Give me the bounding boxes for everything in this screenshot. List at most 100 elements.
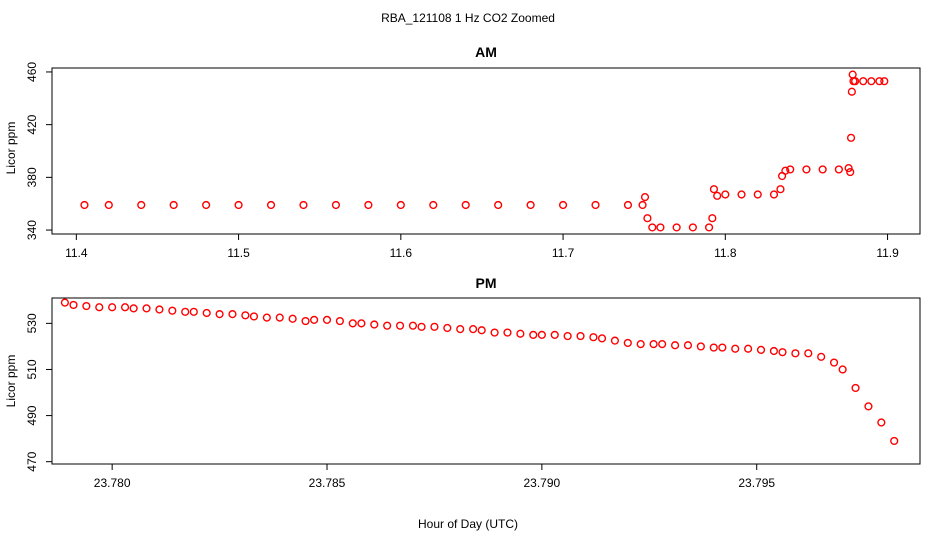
am-data-point: [834, 165, 843, 174]
pm-data-point: [769, 346, 779, 356]
pm-data-point: [417, 322, 426, 331]
pm-data-point: [301, 316, 310, 326]
pm-x-tick-label: 23.785: [309, 476, 346, 490]
pm-data-point: [430, 322, 439, 331]
pm-plot-frame: [51, 297, 921, 465]
am-x-tick-label: 11.9: [876, 246, 899, 260]
am-data-point: [526, 200, 535, 210]
am-data-point: [494, 200, 503, 210]
figure-title: RBA_121108 1 Hz CO2 Zoomed: [381, 11, 555, 25]
pm-data-point: [202, 308, 211, 318]
pm-data-point: [95, 303, 104, 312]
am-panel-title: AM: [475, 44, 497, 60]
am-y-tick-label: 460: [25, 62, 39, 82]
am-data-point: [266, 200, 276, 210]
pm-panel: PM Licor ppm 23.780 23.785 23.790 23.795 47…: [4, 275, 921, 490]
pm-data-point: [181, 307, 190, 316]
am-data-point: [643, 214, 652, 223]
pm-data-point: [408, 321, 418, 330]
pm-data-point: [804, 349, 813, 358]
pm-y-tick-label: 510: [25, 359, 39, 379]
pm-data-point: [516, 329, 525, 338]
pm-data-point: [877, 418, 886, 427]
am-x-tick-label: 11.7: [552, 246, 575, 260]
pm-data-points: [60, 298, 899, 446]
pm-data-point: [649, 340, 658, 349]
am-data-point: [848, 70, 857, 79]
am-y-tick-label: 340: [25, 220, 39, 240]
pm-data-point: [395, 321, 405, 330]
pm-data-point: [322, 315, 332, 325]
pm-data-point: [477, 326, 486, 335]
pm-x-tick-label: 23.795: [738, 476, 775, 490]
am-data-point: [672, 223, 681, 232]
am-data-point: [104, 200, 113, 210]
pm-data-point: [129, 304, 138, 313]
am-data-point: [656, 223, 665, 232]
am-y-axis: 340 380 420 460: [25, 62, 52, 240]
pm-data-point: [744, 344, 753, 353]
pm-data-point: [610, 336, 620, 345]
am-data-point: [753, 190, 762, 199]
pm-data-point: [82, 301, 91, 311]
am-data-point: [364, 200, 373, 210]
pm-x-tick-label: 23.790: [524, 476, 561, 490]
pm-y-tick-label: 470: [25, 451, 39, 471]
pm-data-point: [890, 436, 899, 446]
pm-data-point: [864, 402, 873, 411]
am-data-point: [786, 165, 795, 174]
pm-y-axis: 470 490 510 530: [25, 313, 52, 472]
am-data-point: [591, 200, 600, 210]
am-data-point: [137, 200, 146, 210]
am-data-point: [880, 77, 889, 86]
pm-data-point: [529, 330, 538, 339]
pm-data-point: [348, 319, 357, 328]
am-data-point: [709, 185, 719, 194]
pm-x-axis: 23.780 23.785 23.790 23.795: [94, 464, 775, 490]
am-data-point: [844, 164, 853, 173]
am-data-point: [169, 200, 178, 210]
pm-y-tick-label: 530: [25, 313, 39, 333]
pm-data-point: [851, 383, 860, 393]
pm-data-point: [108, 303, 117, 312]
pm-data-point: [469, 325, 478, 334]
am-data-point: [461, 200, 470, 210]
pm-data-point: [168, 306, 177, 315]
pm-data-point: [241, 311, 250, 320]
pm-data-point: [275, 313, 284, 322]
am-data-point: [737, 190, 746, 199]
am-data-point: [859, 77, 868, 86]
pm-data-point: [288, 314, 297, 323]
pm-data-point: [623, 338, 632, 348]
am-data-point: [80, 200, 89, 210]
pm-data-point: [335, 316, 345, 326]
am-data-point: [640, 193, 650, 202]
am-x-tick-label: 11.4: [65, 246, 88, 260]
am-data-point: [638, 200, 647, 210]
am-data-point: [802, 165, 811, 174]
am-data-point: [704, 223, 714, 232]
pm-data-point: [576, 331, 585, 341]
pm-data-point: [731, 344, 740, 353]
pm-data-point: [597, 334, 607, 343]
am-data-point: [234, 200, 243, 210]
pm-y-tick-label: 490: [25, 405, 39, 425]
figure-x-axis-label: Hour of Day (UTC): [418, 517, 518, 531]
am-x-tick-label: 11.6: [390, 246, 413, 260]
am-data-point: [846, 133, 856, 142]
pm-data-point: [370, 320, 379, 329]
pm-data-point: [310, 315, 319, 325]
pm-data-point: [563, 331, 572, 341]
am-plot-frame: [51, 67, 921, 235]
am-data-point: [781, 166, 790, 175]
am-data-point: [688, 223, 697, 232]
am-panel: AM Licor ppm 11.4 11.5 11.6 11.7 11.8 11.9 34…: [4, 44, 921, 260]
am-data-point: [331, 200, 341, 210]
am-x-axis: 11.4 11.5 11.6 11.7 11.8 11.9: [65, 234, 899, 260]
pm-y-axis-label: Licor ppm: [4, 355, 18, 408]
pm-data-point: [756, 345, 766, 354]
am-data-point: [846, 167, 855, 177]
pm-data-point: [357, 319, 366, 328]
pm-data-point: [262, 313, 271, 322]
